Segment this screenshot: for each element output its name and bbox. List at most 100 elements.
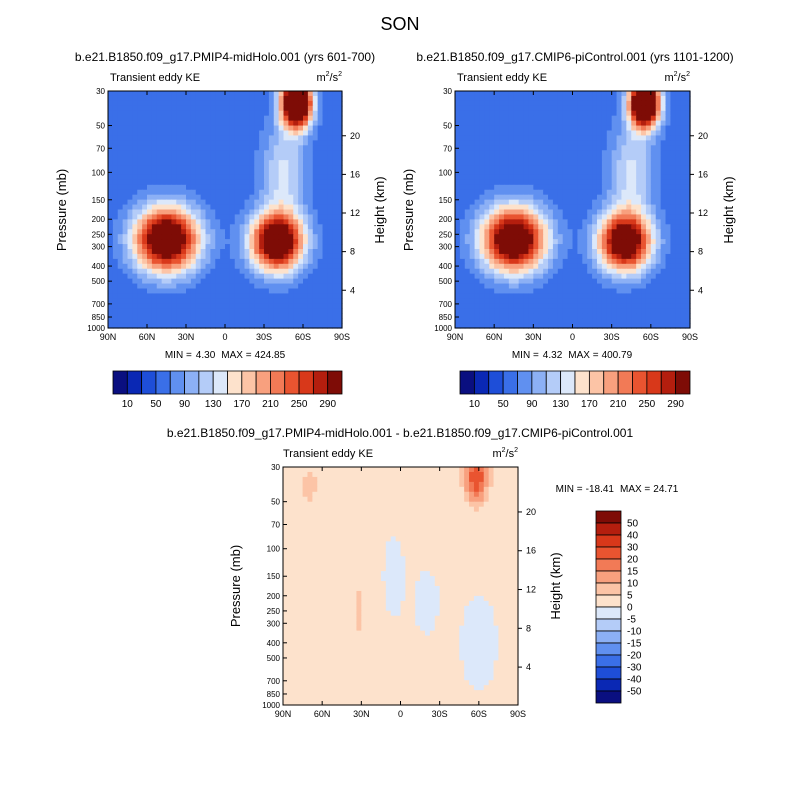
field-cell — [322, 308, 328, 314]
field-cell — [181, 323, 187, 329]
colorbar-swatch — [488, 370, 504, 395]
field-cell — [415, 471, 421, 478]
field-cell — [587, 293, 593, 299]
field-cell — [562, 239, 569, 245]
field-cell — [626, 179, 632, 186]
field-cell — [156, 105, 163, 112]
field-cell — [239, 170, 246, 176]
field-cell — [562, 263, 569, 270]
field-cell — [474, 278, 481, 285]
field-cell — [606, 253, 613, 260]
field-cell — [302, 467, 309, 473]
field-cell — [562, 165, 569, 171]
field-cell — [469, 135, 476, 141]
field-cell — [557, 115, 564, 122]
field-cell — [508, 229, 515, 235]
field-cell — [161, 303, 168, 309]
field-cell — [337, 229, 343, 235]
field-cell — [675, 303, 681, 309]
field-cell — [264, 249, 270, 255]
field-cell — [137, 160, 143, 166]
field-cell — [337, 253, 343, 260]
field-cell — [464, 130, 471, 137]
field-cell — [200, 298, 207, 304]
field-cell — [108, 95, 114, 102]
field-cell — [641, 174, 647, 181]
field-cell — [660, 263, 667, 270]
field-cell — [249, 308, 255, 314]
field-cell — [298, 283, 304, 290]
field-cell — [562, 110, 569, 117]
field-cell — [151, 318, 158, 324]
field-cell — [171, 194, 177, 201]
field-cell — [283, 244, 289, 250]
field-cell — [464, 234, 471, 240]
field-cell — [312, 278, 319, 285]
field-cell — [264, 120, 270, 127]
field-cell — [142, 174, 148, 181]
field-cell — [239, 308, 246, 314]
field-cell — [557, 105, 564, 112]
field-cell — [137, 105, 143, 112]
field-cell — [220, 170, 226, 176]
field-cell — [322, 249, 328, 255]
field-cell — [494, 293, 500, 299]
field-cell — [176, 184, 182, 191]
field-cell — [147, 120, 153, 127]
colorbar-swatch — [675, 370, 691, 395]
field-cell — [181, 91, 187, 97]
field-cell — [205, 135, 211, 141]
field-cell — [283, 313, 289, 319]
field-cell — [650, 234, 657, 240]
field-cell — [332, 283, 338, 290]
field-cell — [186, 298, 192, 304]
field-cell — [229, 130, 236, 137]
field-cell — [303, 308, 309, 314]
field-cell — [543, 263, 549, 270]
field-cell — [156, 263, 163, 270]
field-cell — [225, 100, 231, 107]
field-cell — [210, 224, 216, 230]
field-cell — [665, 214, 672, 220]
field-cell — [278, 263, 285, 270]
field-cell — [127, 120, 133, 127]
field-cell — [562, 283, 569, 290]
field-cell — [195, 268, 202, 275]
field-cell — [548, 199, 554, 206]
field-cell — [621, 298, 627, 304]
field-cell — [332, 253, 338, 260]
field-cell — [606, 283, 613, 290]
field-cell — [229, 234, 236, 240]
field-cell — [142, 293, 148, 299]
field-cell — [356, 467, 362, 473]
field-cell — [151, 204, 158, 211]
field-cell — [327, 308, 333, 314]
field-cell — [670, 105, 676, 112]
field-cell — [455, 288, 461, 295]
field-cell — [459, 298, 466, 304]
field-cell — [161, 204, 168, 211]
field-cell — [518, 170, 525, 176]
field-cell — [670, 125, 676, 132]
field-cell — [303, 209, 309, 216]
field-cell — [151, 268, 158, 275]
field-cell — [225, 150, 231, 156]
field-cell — [322, 135, 328, 141]
field-cell — [186, 155, 192, 161]
field-cell — [538, 199, 544, 206]
field-cell — [176, 278, 182, 285]
field-cell — [508, 293, 515, 299]
field-cell — [346, 481, 353, 488]
field-cell — [225, 120, 231, 127]
field-cell — [186, 160, 192, 166]
field-cell — [533, 160, 539, 166]
field-cell — [552, 160, 559, 166]
field-cell — [127, 204, 133, 211]
field-cell — [469, 214, 476, 220]
field-cell — [225, 253, 231, 260]
field-cell — [641, 115, 647, 122]
field-cell — [176, 224, 182, 230]
field-cell — [557, 244, 564, 250]
field-cell — [312, 194, 319, 201]
field-cell — [108, 283, 114, 290]
